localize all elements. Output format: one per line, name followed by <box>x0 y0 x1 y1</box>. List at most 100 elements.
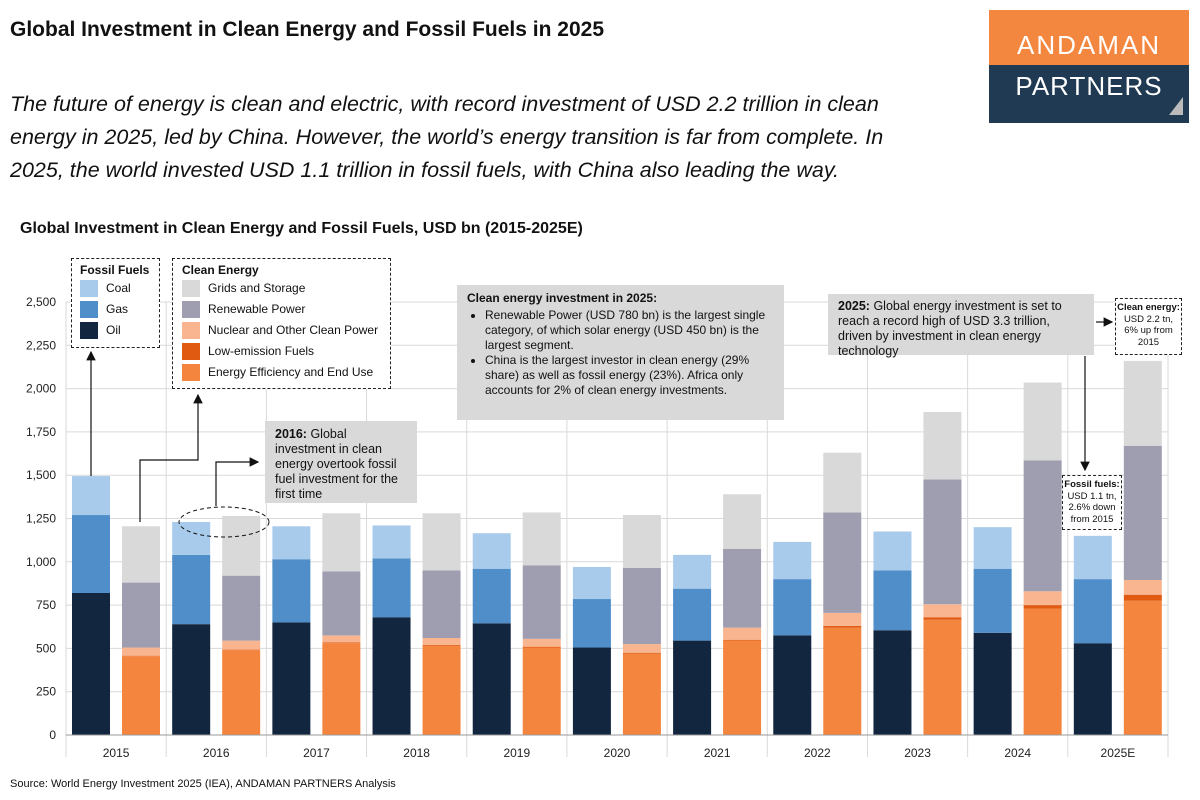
bar-nuclear-and-other-clean-power-2024 <box>1023 591 1062 606</box>
legend-item: Energy Efficiency and End Use <box>182 362 390 383</box>
bar-coal-2021 <box>673 554 712 589</box>
bar-oil-2016 <box>172 624 211 735</box>
bar-low-emission-fuels-2017 <box>322 642 361 644</box>
bar-coal-2015 <box>72 476 110 516</box>
y-tick-label: 750 <box>36 598 56 612</box>
bar-coal-2016 <box>172 521 211 555</box>
legend-item: Nuclear and Other Clean Power <box>182 320 390 341</box>
legend-swatch <box>182 343 200 360</box>
legend-label: Renewable Power <box>208 302 306 316</box>
legend-item: Coal <box>80 278 159 299</box>
bar-energy-efficiency-and-end-use-2018 <box>422 645 461 735</box>
legend-label: Nuclear and Other Clean Power <box>208 323 379 337</box>
bar-low-emission-fuels-2023 <box>923 617 962 620</box>
bar-oil-2024 <box>973 632 1012 735</box>
x-tick-label: 2025E <box>1101 746 1136 760</box>
bar-low-emission-fuels-2025E <box>1123 594 1162 601</box>
bar-oil-2018 <box>372 617 411 735</box>
legend-swatch <box>80 301 98 318</box>
x-tick-label: 2022 <box>804 746 831 760</box>
annotation-clean-2025: Clean energy investment in 2025: Renewab… <box>457 285 784 420</box>
bar-oil-2023 <box>873 630 912 735</box>
legend-item: Low-emission Fuels <box>182 341 390 362</box>
y-tick-label: 2,500 <box>26 295 56 309</box>
page-title: Global Investment in Clean Energy and Fo… <box>10 18 604 41</box>
bar-energy-efficiency-and-end-use-2017 <box>322 643 361 735</box>
bar-renewable-power-2015 <box>122 582 160 648</box>
bar-nuclear-and-other-clean-power-2020 <box>622 644 661 653</box>
bar-low-emission-fuels-2022 <box>823 625 862 628</box>
x-tick-label: 2021 <box>704 746 731 760</box>
y-tick-label: 2,000 <box>26 382 56 396</box>
legend-swatch <box>182 322 200 339</box>
bar-coal-2018 <box>372 525 411 559</box>
x-tick-label: 2019 <box>503 746 530 760</box>
legend-clean: Clean Energy Grids and Storage Renewable … <box>172 258 391 389</box>
bar-grids-and-storage-2018 <box>422 513 461 571</box>
bar-nuclear-and-other-clean-power-2018 <box>422 638 461 645</box>
bar-gas-2019 <box>472 568 511 624</box>
legend-fossil: Fossil Fuels Coal Gas Oil <box>71 258 160 348</box>
x-tick-label: 2024 <box>1004 746 1031 760</box>
arrow-to-clean-legend <box>139 393 203 522</box>
bar-nuclear-and-other-clean-power-2023 <box>923 604 962 618</box>
bar-energy-efficiency-and-end-use-2016 <box>222 650 261 735</box>
y-tick-label: 0 <box>49 728 56 742</box>
legend-swatch <box>182 280 200 297</box>
y-tick-label: 500 <box>36 641 56 655</box>
bar-gas-2022 <box>773 579 812 636</box>
y-tick-label: 1,750 <box>26 425 56 439</box>
x-tick-label: 2020 <box>604 746 631 760</box>
bar-renewable-power-2021 <box>723 548 762 628</box>
x-tick-label: 2016 <box>203 746 230 760</box>
bar-nuclear-and-other-clean-power-2021 <box>723 627 762 640</box>
chart-title: Global Investment in Clean Energy and Fo… <box>20 220 583 237</box>
bar-energy-efficiency-and-end-use-2025E <box>1123 600 1162 735</box>
bar-oil-2022 <box>773 635 812 735</box>
bar-oil-2020 <box>572 647 611 735</box>
bar-gas-2016 <box>172 554 211 625</box>
bar-gas-2017 <box>272 559 311 623</box>
bar-renewable-power-2025E <box>1123 445 1162 580</box>
bar-gas-2021 <box>673 588 712 641</box>
bar-energy-efficiency-and-end-use-2023 <box>923 619 962 735</box>
bar-grids-and-storage-2023 <box>923 411 962 480</box>
x-tick-label: 2015 <box>103 746 130 760</box>
bar-renewable-power-2020 <box>622 567 661 645</box>
bar-low-emission-fuels-2016 <box>222 649 261 651</box>
x-tick-label: 2023 <box>904 746 931 760</box>
logo-triangle-icon <box>1169 97 1183 115</box>
bar-renewable-power-2018 <box>422 570 461 639</box>
bar-grids-and-storage-2016 <box>222 515 261 576</box>
bar-gas-2024 <box>973 568 1012 633</box>
bar-oil-2017 <box>272 622 311 735</box>
legend-label: Low-emission Fuels <box>208 344 315 358</box>
y-tick-label: 1,000 <box>26 555 56 569</box>
bar-gas-2020 <box>572 599 611 648</box>
bar-nuclear-and-other-clean-power-2017 <box>322 635 361 643</box>
logo: ANDAMAN PARTNERS <box>989 10 1189 123</box>
bar-grids-and-storage-2022 <box>823 452 862 513</box>
legend-clean-title: Clean Energy <box>182 263 259 277</box>
bar-grids-and-storage-2021 <box>723 494 762 549</box>
callout-clean-energy: Clean energy: USD 2.2 tn, 6% up from 2015 <box>1115 298 1182 355</box>
y-tick-label: 1,250 <box>26 512 56 526</box>
bar-grids-and-storage-2025E <box>1123 360 1162 446</box>
bar-nuclear-and-other-clean-power-2022 <box>823 612 862 626</box>
bar-nuclear-and-other-clean-power-2025E <box>1123 579 1162 595</box>
arrow-to-2016-note <box>215 457 260 506</box>
legend-label: Energy Efficiency and End Use <box>208 365 374 379</box>
y-tick-label: 2,250 <box>26 338 56 352</box>
bar-energy-efficiency-and-end-use-2024 <box>1023 608 1062 735</box>
legend-swatch <box>80 322 98 339</box>
bar-low-emission-fuels-2021 <box>723 639 762 641</box>
y-tick-label: 1,500 <box>26 468 56 482</box>
legend-item: Oil <box>80 320 159 341</box>
bar-renewable-power-2023 <box>923 479 962 605</box>
bar-oil-2015 <box>72 592 110 735</box>
bar-nuclear-and-other-clean-power-2019 <box>522 638 561 647</box>
subtitle: The future of energy is clean and electr… <box>10 92 884 182</box>
bar-renewable-power-2024 <box>1023 460 1062 592</box>
bar-coal-2017 <box>272 526 311 560</box>
legend-item: Gas <box>80 299 159 320</box>
